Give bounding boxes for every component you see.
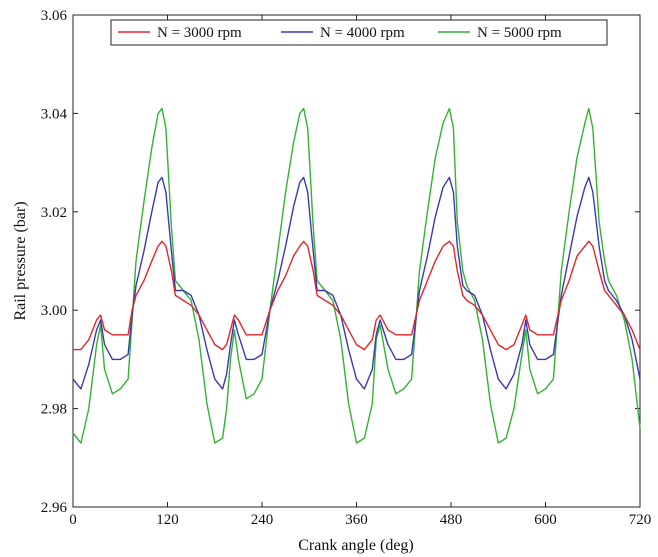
series-layer [72,107,641,444]
x-tick-label: 240 [251,512,274,528]
y-tick-label: 3.02 [41,205,67,221]
series-line-5000rpm [72,107,641,444]
x-tick-label: 600 [534,512,557,528]
series-line-4000rpm [72,176,641,390]
ticks-layer: 0 120 240 360 480 600 720 2.96 2.98 3.00 3.02 3.04 3… [41,8,652,528]
legend-label-4000: N = 4000 rpm [320,25,405,41]
x-tick-label: 480 [440,512,463,528]
plot-frame [72,14,641,508]
y-tick-label: 3.04 [41,106,68,122]
x-axis-title: Crank angle (deg) [298,537,414,554]
x-tick-label: 0 [69,512,77,528]
y-axis-title: Rail pressure (bar) [12,201,29,320]
legend-box [110,19,608,46]
legend-label-3000: N = 3000 rpm [157,25,242,41]
y-tick-label: 2.98 [41,402,67,418]
x-tick-label: 120 [156,512,179,528]
x-tick-label: 360 [345,512,368,528]
y-tick-label: 3.06 [41,8,68,24]
legend-label-5000: N = 5000 rpm [477,25,562,41]
y-tick-label: 3.00 [41,303,67,319]
legend: N = 3000 rpm N = 4000 rpm N = 5000 rpm [110,19,608,46]
x-tick-label: 720 [629,512,652,528]
series-line-3000rpm [73,240,641,351]
y-tick-label: 2.96 [41,500,68,516]
